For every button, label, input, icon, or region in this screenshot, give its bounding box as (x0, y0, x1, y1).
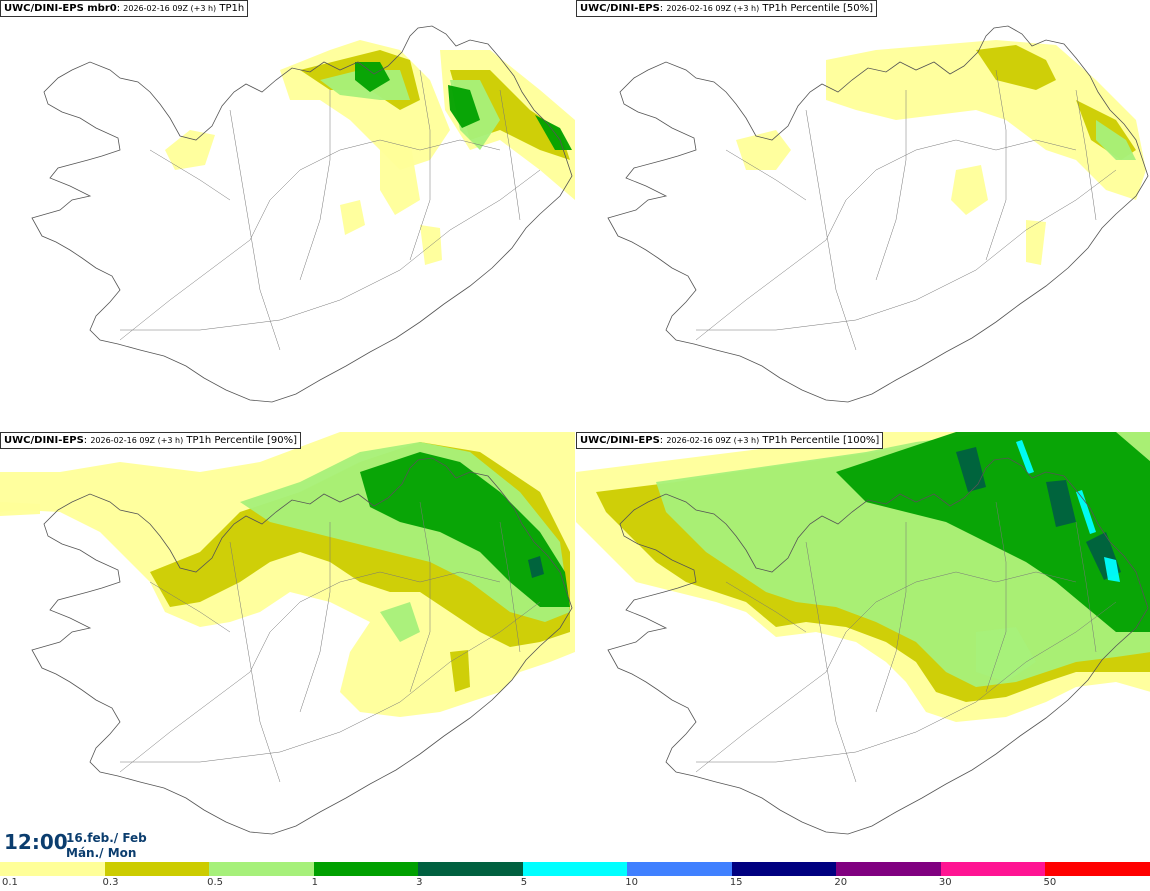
precip-area (380, 602, 420, 642)
legend-swatch (104, 862, 210, 876)
precipitation-map (31, 25, 575, 403)
road-line (1075, 521, 1097, 653)
precip-area (1104, 557, 1120, 582)
legend-tick-label: 20 (834, 877, 848, 888)
road-line (499, 521, 521, 653)
precip-area (1016, 440, 1034, 474)
road-line (725, 581, 807, 633)
legend-swatch (418, 862, 523, 876)
legend-tick-label: 0.3 (102, 877, 119, 888)
legend-tick-label: 10 (625, 877, 638, 888)
legend-ticks: 0.1 0.3 0.5 1 3 5 10 15 20 30 50 (0, 876, 1150, 890)
road-line (229, 109, 281, 351)
precip-area (1096, 120, 1136, 160)
precip-area (1026, 220, 1046, 265)
road-line (805, 109, 857, 351)
road-line (696, 601, 1117, 763)
valid-time: 12:00 (4, 830, 68, 854)
road-line (299, 90, 331, 281)
legend-swatch (209, 862, 314, 876)
valid-date: 16.feb./ Feb (66, 831, 147, 845)
panel-title: UWC/DINI-EPS mbr0: 2026-02-16 09Z (+3 h)… (0, 0, 249, 17)
panel-title: UWC/DINI-EPS: 2026-02-16 09Z (+3 h) TP1h… (576, 432, 884, 449)
road-line (1075, 89, 1097, 221)
road-line (229, 541, 281, 783)
road-line (875, 522, 907, 713)
legend-swatch (1045, 862, 1150, 876)
map-panel-p90: UWC/DINI-EPS: 2026-02-16 09Z (+3 h) TP1h… (0, 432, 575, 857)
precip-area (956, 447, 986, 492)
precipitation-map (0, 432, 575, 835)
road-line (119, 571, 501, 773)
road-line (299, 522, 331, 713)
precip-area (528, 556, 544, 578)
road-line (119, 139, 501, 341)
precip-area (836, 432, 1150, 632)
precip-area (165, 130, 215, 170)
valid-weekday: Mán./ Mon (66, 846, 137, 860)
coastline (31, 457, 573, 835)
coastline (607, 25, 1149, 403)
precip-area (380, 140, 420, 215)
precip-area (450, 650, 470, 692)
road-line (120, 169, 541, 331)
legend-swatch (0, 862, 105, 876)
legend-swatch (522, 862, 628, 876)
precip-area (340, 200, 365, 235)
precip-area (976, 45, 1056, 90)
legend-swatch (627, 862, 732, 876)
precipitation-map (607, 25, 1149, 403)
precip-area (736, 130, 791, 170)
precip-area (826, 40, 1146, 200)
coastline (607, 457, 1149, 835)
precip-area (360, 452, 570, 607)
precip-area (535, 115, 572, 150)
legend-swatch (836, 862, 941, 876)
road-line (149, 581, 231, 633)
legend-tick-label: 0.1 (2, 877, 18, 888)
precip-area (448, 85, 480, 128)
road-line (805, 541, 857, 783)
road-line (696, 169, 1117, 331)
legend-tick-label: 50 (1043, 877, 1057, 888)
precip-area (0, 502, 40, 516)
legend-tick-label: 0.5 (207, 877, 223, 888)
coastline (31, 25, 573, 403)
road-line (149, 149, 231, 201)
precip-area (1046, 480, 1076, 527)
road-line (725, 149, 807, 201)
road-line (985, 69, 1007, 261)
legend-swatch (940, 862, 1046, 876)
road-line (409, 69, 431, 261)
map-panel-p50: UWC/DINI-EPS: 2026-02-16 09Z (+3 h) TP1h… (576, 0, 1150, 425)
precip-area (1076, 490, 1096, 534)
map-panel-p100: UWC/DINI-EPS: 2026-02-16 09Z (+3 h) TP1h… (576, 432, 1150, 857)
road-line (120, 601, 541, 763)
map-panel-member0: UWC/DINI-EPS mbr0: 2026-02-16 09Z (+3 h)… (0, 0, 575, 425)
road-line (409, 501, 431, 693)
road-line (985, 501, 1007, 693)
road-line (875, 90, 907, 281)
road-line (695, 139, 1077, 341)
legend-swatch (731, 862, 837, 876)
color-legend (0, 862, 1150, 876)
panel-title: UWC/DINI-EPS: 2026-02-16 09Z (+3 h) TP1h… (576, 0, 877, 17)
panel-title: UWC/DINI-EPS: 2026-02-16 09Z (+3 h) TP1h… (0, 432, 301, 449)
precipitation-map (576, 432, 1150, 835)
legend-swatch (313, 862, 419, 876)
valid-time-box (2, 828, 58, 861)
road-line (499, 89, 521, 221)
legend-tick-label: 5 (520, 877, 528, 888)
legend-tick-label: 3 (416, 877, 423, 888)
legend-tick-label: 15 (729, 877, 743, 888)
precip-area (951, 165, 988, 215)
legend-tick-label: 30 (938, 877, 952, 888)
legend-tick-label: 1 (311, 877, 318, 888)
precip-area (976, 627, 1036, 682)
road-line (695, 571, 1077, 773)
